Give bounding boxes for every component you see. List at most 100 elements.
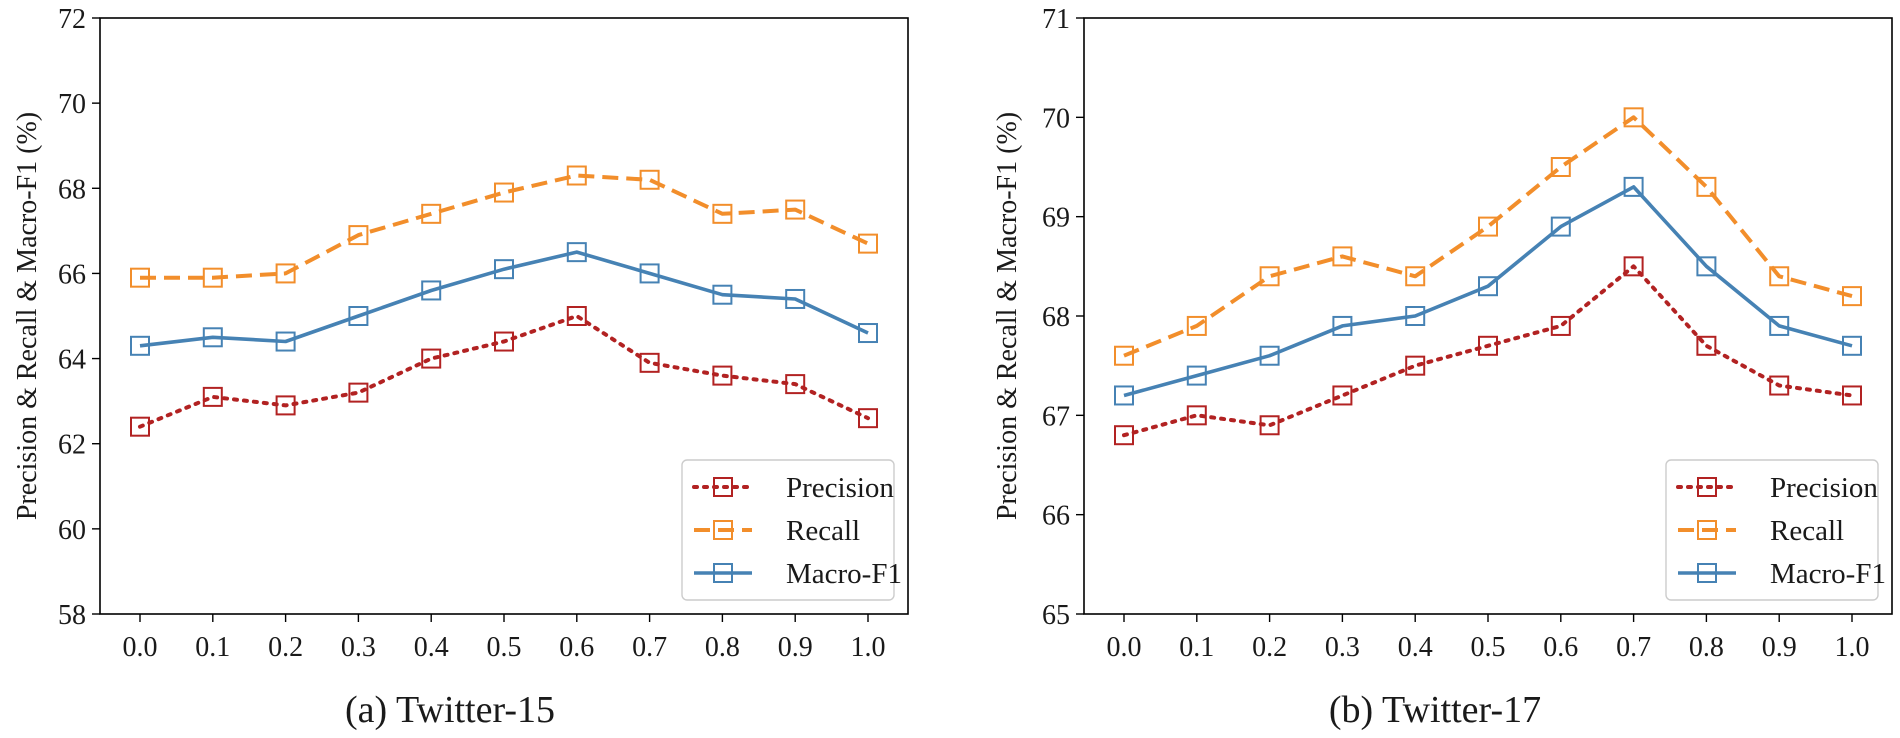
y-axis-label: Precision & Recall & Macro-F1 (%) bbox=[12, 112, 43, 520]
legend-swatch-marker-recall bbox=[713, 520, 733, 540]
data-point-precision bbox=[1114, 425, 1134, 446]
data-point-recall bbox=[421, 203, 442, 224]
data-point-precision bbox=[130, 416, 150, 437]
data-point-recall bbox=[712, 203, 733, 224]
data-point-macro-f1 bbox=[1550, 216, 1571, 237]
data-point-precision bbox=[1478, 335, 1498, 356]
y-tick-label: 71 bbox=[1042, 4, 1070, 35]
chart-panel-1: 58 60 62 64 66 68 70 72 0.0 0.1 0.2 0.3 0.4 0.5 0.6 0.7… bbox=[12, 4, 909, 731]
data-point-macro-f1 bbox=[275, 331, 296, 352]
data-point-precision bbox=[566, 306, 587, 326]
legend-label-macro-f1: Macro-F1 bbox=[1770, 558, 1886, 590]
legend-swatch-marker-macro-f1 bbox=[713, 563, 733, 583]
data-point-precision bbox=[1696, 335, 1717, 356]
data-point-macro-f1 bbox=[1405, 306, 1426, 326]
legend-label-recall: Recall bbox=[1770, 515, 1844, 547]
y-tick-label: 72 bbox=[58, 4, 86, 35]
data-point-macro-f1 bbox=[348, 306, 369, 326]
x-tick-label: 0.0 bbox=[123, 632, 158, 663]
data-point-recall bbox=[275, 263, 296, 284]
chart-caption: (a) Twitter-15 bbox=[345, 689, 555, 731]
x-tick-label: 0.9 bbox=[1762, 632, 1797, 663]
data-point-precision bbox=[202, 386, 223, 407]
y-tick-label: 68 bbox=[58, 174, 86, 205]
series-line-precision bbox=[1122, 264, 1854, 438]
data-point-macro-f1 bbox=[1769, 315, 1790, 336]
data-point-recall bbox=[348, 225, 369, 246]
x-tick-label: 0.8 bbox=[1689, 632, 1724, 663]
y-tick-label: 66 bbox=[58, 259, 86, 290]
data-point-recall bbox=[1842, 286, 1862, 307]
chart-caption: (b) Twitter-17 bbox=[1329, 689, 1541, 731]
legend-label-recall: Recall bbox=[786, 515, 860, 547]
x-tick-label: 0.6 bbox=[559, 632, 594, 663]
data-point-recall bbox=[1550, 157, 1571, 177]
x-tick-label: 0.5 bbox=[487, 632, 522, 663]
data-point-recall bbox=[1114, 345, 1134, 366]
data-point-recall bbox=[1478, 216, 1498, 237]
y-tick-label: 70 bbox=[1042, 103, 1070, 134]
data-point-macro-f1 bbox=[202, 327, 223, 348]
legend-swatch-marker-macro-f1 bbox=[1697, 563, 1717, 583]
x-tick-label: 0.4 bbox=[414, 632, 449, 663]
y-tick-label: 69 bbox=[1042, 203, 1070, 234]
data-point-macro-f1 bbox=[1842, 335, 1862, 356]
data-point-precision bbox=[494, 331, 514, 352]
data-point-precision bbox=[1842, 385, 1862, 406]
data-point-precision bbox=[858, 408, 878, 429]
data-point-macro-f1 bbox=[130, 335, 150, 356]
data-point-precision bbox=[1259, 415, 1280, 436]
legend-box bbox=[1665, 459, 1879, 601]
data-point-precision bbox=[639, 352, 660, 373]
x-tick-label: 1.0 bbox=[1835, 632, 1870, 663]
x-tick-label: 0.7 bbox=[1616, 632, 1651, 663]
data-point-macro-f1 bbox=[1478, 276, 1498, 297]
x-tick-label: 0.7 bbox=[632, 632, 667, 663]
y-tick-label: 65 bbox=[1042, 600, 1070, 631]
data-point-macro-f1 bbox=[1696, 256, 1717, 277]
x-tick-label: 0.1 bbox=[1179, 632, 1214, 663]
series-line-macro-f1 bbox=[139, 250, 869, 348]
data-point-precision bbox=[348, 382, 369, 403]
legend-swatch-marker-recall bbox=[1697, 520, 1717, 540]
data-point-macro-f1 bbox=[712, 284, 733, 305]
legend-swatch-marker-precision bbox=[1697, 477, 1717, 497]
y-tick-label: 68 bbox=[1042, 302, 1070, 333]
y-tick-label: 62 bbox=[58, 430, 86, 461]
data-point-precision bbox=[1769, 375, 1790, 396]
data-point-recall bbox=[202, 267, 223, 288]
series-line-precision bbox=[138, 314, 870, 429]
data-point-macro-f1 bbox=[494, 259, 514, 280]
data-point-macro-f1 bbox=[566, 242, 587, 263]
data-point-recall bbox=[1259, 266, 1280, 287]
legend-box bbox=[681, 459, 895, 601]
x-tick-label: 0.2 bbox=[1252, 632, 1287, 663]
data-point-macro-f1 bbox=[1114, 385, 1134, 406]
y-tick-label: 58 bbox=[58, 600, 86, 631]
legend-label-macro-f1: Macro-F1 bbox=[786, 558, 902, 590]
y-tick-label: 67 bbox=[1042, 401, 1070, 432]
x-tick-label: 0.1 bbox=[195, 632, 230, 663]
data-point-macro-f1 bbox=[858, 323, 878, 344]
legend: Precision Recall Macro-F1 bbox=[1665, 459, 1886, 601]
series-line-macro-f1 bbox=[1123, 185, 1853, 398]
x-tick-label: 0.5 bbox=[1471, 632, 1506, 663]
data-point-recall bbox=[1332, 246, 1353, 267]
x-tick-label: 0.9 bbox=[778, 632, 813, 663]
data-point-recall bbox=[130, 267, 150, 288]
data-point-recall bbox=[1623, 107, 1644, 128]
x-tick-label: 0.4 bbox=[1398, 632, 1433, 663]
data-point-recall bbox=[1405, 266, 1426, 287]
series-line-recall bbox=[140, 173, 869, 280]
data-point-recall bbox=[858, 233, 878, 254]
data-point-macro-f1 bbox=[1259, 345, 1280, 366]
x-tick-label: 0.8 bbox=[705, 632, 740, 663]
y-tick-label: 70 bbox=[58, 89, 86, 120]
legend-label-precision: Precision bbox=[1770, 472, 1878, 504]
x-tick-label: 1.0 bbox=[851, 632, 886, 663]
data-point-macro-f1 bbox=[1623, 176, 1644, 197]
data-point-recall bbox=[1696, 176, 1717, 197]
data-point-macro-f1 bbox=[639, 263, 660, 284]
data-point-recall bbox=[785, 199, 806, 220]
